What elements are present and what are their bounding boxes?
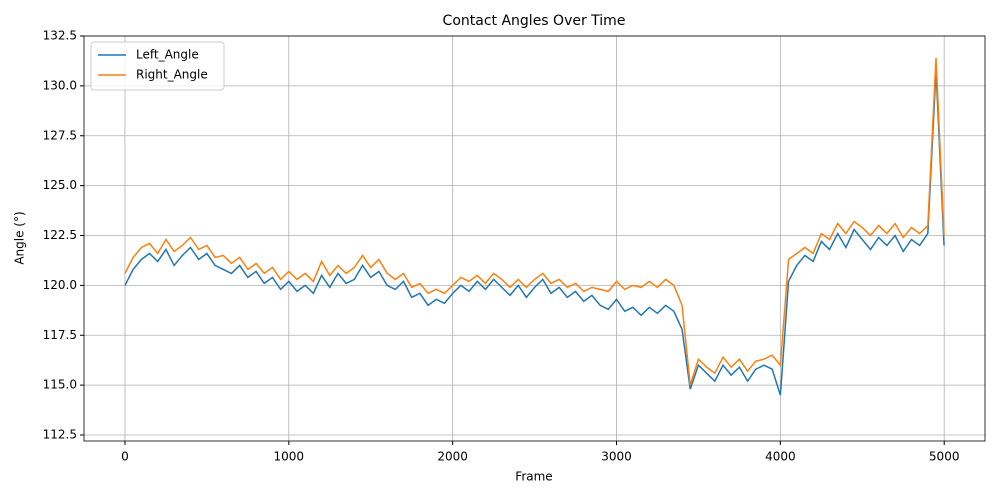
- x-tick-label: 3000: [601, 450, 632, 464]
- y-tick-label: 132.5: [43, 29, 77, 43]
- x-tick-label: 1000: [274, 450, 305, 464]
- x-axis-label: Frame: [515, 470, 552, 484]
- series-line: [124, 57, 945, 386]
- series-line: [124, 69, 945, 396]
- legend-label: Right_Angle: [136, 68, 208, 82]
- y-tick-label: 127.5: [43, 128, 77, 142]
- plot-frame: [83, 35, 986, 442]
- chart-title: Contact Angles Over Time: [443, 13, 626, 29]
- x-tick-label: 0: [121, 450, 129, 464]
- x-tick-label: 2000: [437, 450, 468, 464]
- y-tick-label: 125.0: [43, 178, 77, 192]
- y-tick-label: 130.0: [43, 78, 77, 92]
- y-tick-label: 122.5: [43, 228, 77, 242]
- y-tick-label: 120.0: [43, 278, 77, 292]
- legend-label: Left_Angle: [136, 48, 199, 62]
- y-tick-label: 115.0: [43, 378, 77, 392]
- y-tick-label: 117.5: [43, 328, 77, 342]
- y-tick-label: 112.5: [43, 428, 77, 442]
- legend-box: [90, 41, 225, 91]
- x-tick-label: 5000: [929, 450, 960, 464]
- x-tick-label: 4000: [765, 450, 796, 464]
- y-axis-label: Angle (°): [13, 211, 27, 264]
